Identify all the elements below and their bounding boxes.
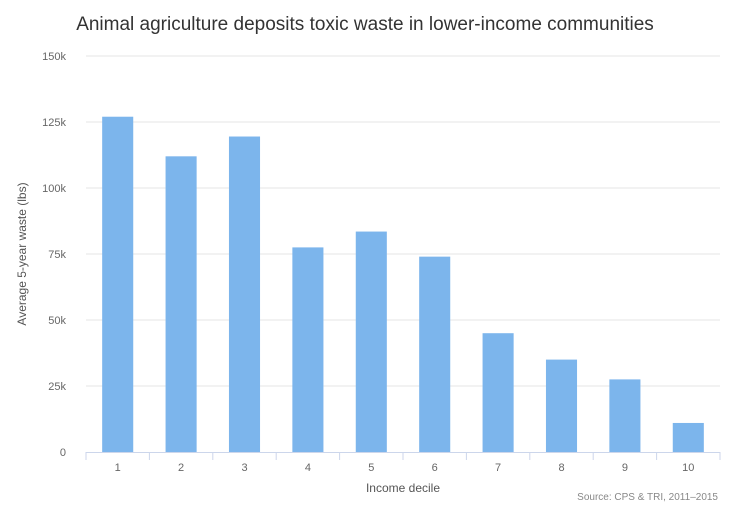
- bar: [292, 247, 324, 452]
- bar: [672, 422, 704, 452]
- bar: [102, 116, 134, 452]
- x-tick-label: 5: [368, 462, 374, 474]
- x-axis: 1 2 3 4 5 6 7 8 9 10: [85, 452, 721, 474]
- x-tick-label: 1: [115, 462, 121, 474]
- source-credit: Source: CPS & TRI, 2011–2015: [577, 492, 718, 503]
- x-tick-label: 2: [178, 462, 184, 474]
- x-tick-label: 4: [305, 462, 311, 474]
- y-tick-label: 150k: [42, 51, 66, 63]
- y-tick-label: 50k: [48, 315, 66, 327]
- x-tick-label: 8: [558, 462, 564, 474]
- bar: [228, 136, 261, 452]
- x-tick-label: 3: [241, 462, 247, 474]
- chart-title: Animal agriculture deposits toxic waste …: [76, 14, 654, 35]
- x-tick-label: 10: [682, 462, 694, 474]
- y-tick-label: 125k: [42, 117, 66, 129]
- x-tick-label: 9: [622, 462, 628, 474]
- bars: [102, 116, 704, 452]
- bar: [609, 379, 641, 452]
- y-tick-label: 25k: [48, 381, 66, 393]
- x-tick-label: 7: [495, 462, 501, 474]
- y-tick-label: 100k: [42, 183, 66, 195]
- y-axis: 0 25k 50k 75k 100k 125k 150k: [42, 51, 66, 459]
- x-axis-title: Income decile: [366, 481, 440, 495]
- bar: [482, 333, 514, 452]
- x-tick-label: 6: [432, 462, 438, 474]
- bar: [545, 359, 578, 452]
- bar: [355, 231, 387, 452]
- y-tick-label: 0: [60, 447, 66, 459]
- bar: [165, 156, 197, 452]
- y-axis-title: Average 5-year waste (lbs): [15, 182, 29, 325]
- bar: [419, 256, 451, 452]
- y-tick-label: 75k: [48, 249, 66, 261]
